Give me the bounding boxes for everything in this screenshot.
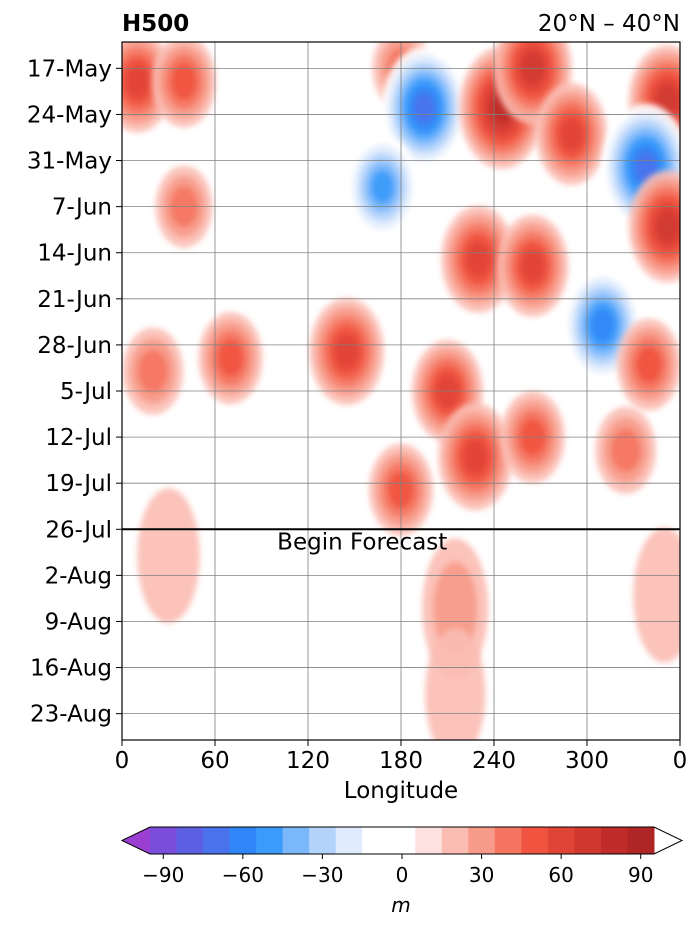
colorbar-swatch [415, 827, 443, 854]
forecast-label: Begin Forecast [277, 529, 447, 555]
anomaly-feature [137, 488, 200, 624]
anomaly-contour [217, 339, 244, 377]
colorbar-swatch [600, 827, 628, 854]
colorbar-tick-label: 0 [396, 863, 409, 887]
colorbar-swatch [547, 827, 575, 854]
y-tick-label: 2-Aug [45, 563, 112, 589]
x-axis-label: Longitude [344, 778, 458, 804]
x-tick-label: 60 [200, 748, 229, 774]
colorbar-tick-label: −60 [222, 863, 264, 887]
colorbar-swatch [494, 827, 522, 854]
colorbar-swatch [203, 827, 231, 854]
anomaly-contour [334, 333, 360, 370]
colorbar-tick-label: 60 [548, 863, 573, 887]
anomaly-contour [425, 627, 486, 740]
anomaly-contour [559, 117, 584, 152]
colorbar-tick-label: −30 [301, 863, 343, 887]
x-tick-label: 180 [379, 748, 423, 774]
x-axis: 0 60 120 180 240 300 0 [115, 740, 688, 774]
colorbar-swatch [388, 827, 416, 854]
y-tick-label: 14-Jun [37, 241, 112, 267]
y-tick-label: 5-Jul [60, 379, 112, 405]
colorbar-swatch [229, 827, 257, 854]
y-tick-label: 9-Aug [45, 609, 112, 635]
anomaly-feature [438, 403, 513, 511]
anomaly-feature [381, 46, 467, 169]
colorbar-swatch [468, 827, 496, 854]
y-tick-label: 23-Aug [30, 702, 112, 728]
anomaly-feature [633, 527, 680, 663]
anomaly-feature [425, 627, 486, 740]
anomaly-feature [617, 318, 680, 411]
y-tick-label: 19-Jul [45, 471, 112, 497]
anomaly-contour [125, 64, 150, 99]
anomaly-feature [628, 170, 680, 283]
chart-title: H500 [122, 11, 189, 37]
x-tick-label: 0 [115, 748, 130, 774]
anomaly-contour [370, 169, 395, 204]
anomaly-feature [122, 327, 184, 415]
anomaly-contour [462, 439, 488, 475]
colorbar-outline [120, 826, 684, 855]
colorbar-swatch [176, 827, 204, 854]
colorbar-extend-low [122, 827, 150, 854]
anomaly-contour [137, 488, 200, 624]
colorbar-swatch [441, 827, 469, 854]
x-tick-label: 120 [286, 748, 330, 774]
anomaly-contour [171, 63, 197, 100]
y-axis: 17-May 24-May 31-May 7-Jun 14-Jun 21-Jun 28-Ju… [27, 56, 122, 728]
anomaly-feature [497, 214, 569, 317]
anomaly-contour [656, 210, 679, 243]
anomaly-contour [591, 309, 614, 342]
y-tick-label: 24-May [27, 102, 112, 128]
anomaly-feature [198, 312, 263, 405]
colorbar-swatch [282, 827, 310, 854]
y-tick-label: 28-Jun [37, 333, 112, 359]
x-tick-label: 0 [673, 748, 688, 774]
colorbar: −90 −60 −30 0 30 60 90 [120, 826, 684, 887]
anomaly-contour [413, 92, 435, 124]
colorbar-swatch [521, 827, 549, 854]
colorbar-swatch [335, 827, 363, 854]
colorbar-swatch [627, 827, 655, 854]
y-tick-label: 17-May [27, 56, 112, 82]
colorbar-swatch [150, 827, 178, 854]
y-tick-label: 16-Aug [30, 656, 112, 682]
anomaly-feature [595, 406, 656, 494]
anomaly-contour [466, 241, 491, 278]
x-tick-label: 300 [565, 748, 609, 774]
anomaly-feature [441, 205, 516, 313]
anomaly-feature [601, 103, 680, 231]
colorbar-swatch [309, 827, 337, 854]
y-tick-label: 21-Jun [37, 287, 112, 313]
colorbar-tick-label: −90 [142, 863, 184, 887]
anomaly-contour [633, 527, 680, 663]
colorbar-swatch [256, 827, 284, 854]
colorbar-tick-label: 90 [628, 863, 653, 887]
colorbar-swatch [574, 827, 602, 854]
colorbar-swatch [362, 827, 390, 854]
anomaly-feature [346, 135, 418, 238]
anomaly-contour [137, 349, 169, 393]
anomaly-contour [634, 151, 657, 183]
colorbar-label: m [391, 893, 410, 917]
chart-subtitle: 20°N – 40°N [538, 11, 680, 37]
x-tick-label: 240 [472, 748, 516, 774]
anomaly-feature [152, 42, 216, 128]
y-tick-label: 12-Jul [45, 425, 112, 451]
anomaly-feature [309, 297, 384, 405]
y-tick-label: 7-Jun [52, 195, 112, 221]
anomaly-feature [536, 83, 607, 186]
anomaly-contour [636, 346, 662, 384]
anomaly-contour [520, 248, 545, 283]
colorbar-tick-label: 30 [469, 863, 494, 887]
y-tick-label: 31-May [27, 149, 112, 175]
y-tick-label: 26-Jul [45, 517, 112, 543]
anomaly-contour [433, 561, 478, 655]
anomaly-contour [610, 428, 641, 473]
